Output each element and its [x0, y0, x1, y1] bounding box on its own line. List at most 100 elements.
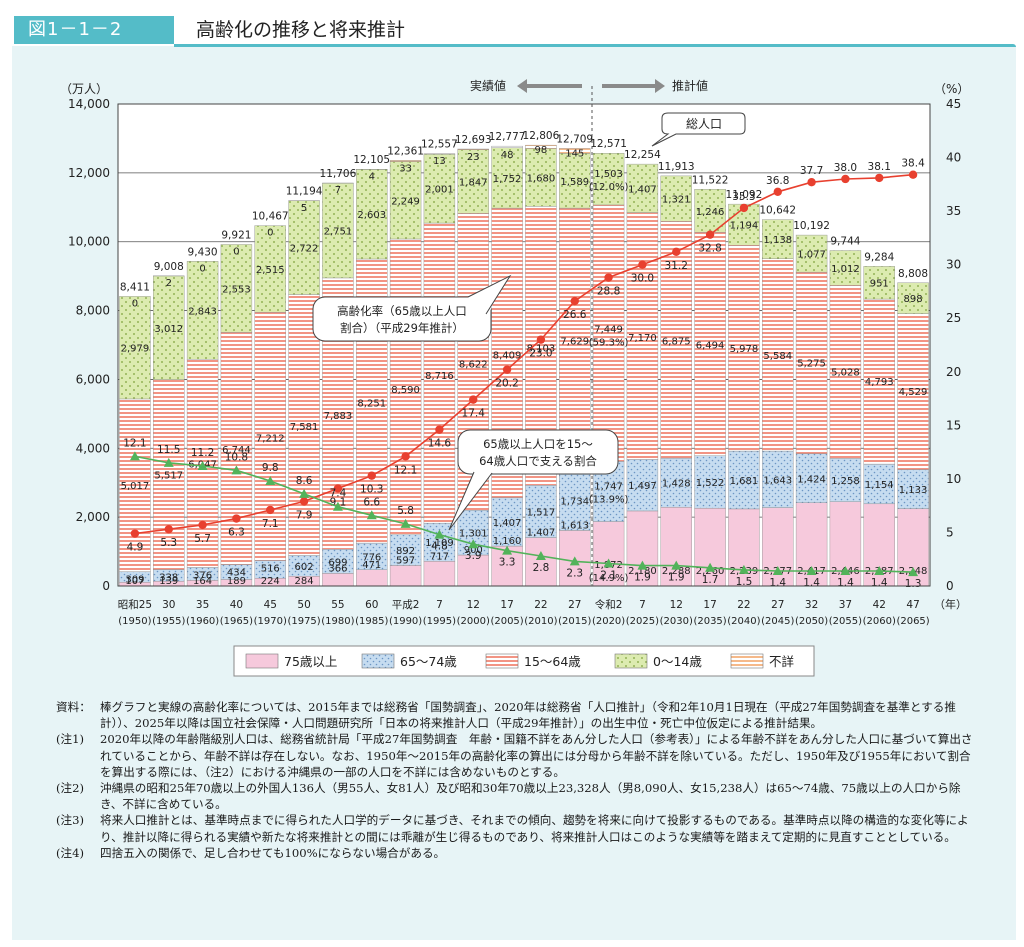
x-tick-year: (2040): [727, 616, 760, 627]
segment-value-label: 2,722: [290, 244, 319, 255]
support-ratio-callout: 65歳以上人口を15～ 64歳人口で支える割合: [448, 429, 619, 531]
segment-value-label: 8,103: [527, 343, 556, 354]
x-tick-year: (2050): [795, 616, 828, 627]
segment-value-label: 717: [430, 551, 449, 562]
segment-value-label: (12.0%): [589, 182, 629, 193]
bar-segment: [592, 152, 625, 206]
x-tick-year: (1965): [220, 616, 253, 627]
bar-segment: [491, 147, 523, 209]
segment-value-label: 189: [227, 576, 246, 587]
support-ratio-point: [231, 465, 242, 475]
total-label: 9,430: [188, 246, 218, 258]
x-tick-year: (1990): [389, 616, 422, 627]
segment-value-label: 7,581: [290, 422, 319, 433]
aging-rate-point: [841, 174, 850, 184]
aging-rate-point: [130, 529, 140, 538]
segment-value-label: 2,001: [425, 185, 454, 196]
right-tick-label: 40: [946, 151, 961, 165]
unknown-value-label: 48: [501, 150, 514, 161]
x-tick-era: 22: [737, 599, 750, 611]
segment-value-label: 2,249: [391, 196, 420, 207]
aging-rate-point: [164, 525, 173, 534]
bar-segment: [389, 565, 422, 587]
aging-rate-point: [875, 173, 884, 183]
segment-value-label: 1,321: [662, 195, 691, 206]
x-tick-era: 50: [297, 599, 310, 611]
segment-value-label: 7,212: [256, 433, 285, 444]
support-ratio-value-label: 1.4: [871, 577, 888, 589]
legend-swatch: [730, 653, 764, 669]
title-rule: [174, 44, 1016, 47]
bar-segment: [762, 258, 794, 452]
unknown-value-label: 98: [535, 145, 548, 156]
bar-segment: [153, 379, 185, 570]
aging-rate-value-label: 7.1: [262, 518, 279, 530]
bar-segment: [423, 222, 456, 524]
aging-rate-label-line1: 高齢化率（65歳以上人口: [337, 304, 467, 318]
x-tick-era: 7: [639, 599, 646, 611]
left-tick-label: 14,000: [68, 97, 110, 111]
bar-segment: [356, 542, 388, 570]
bar-segment: [389, 534, 422, 566]
segment-value-label: 8,409: [493, 351, 522, 362]
segment-value-label: 8,251: [357, 399, 386, 410]
segment-value-label: 1,734: [560, 497, 589, 508]
support-ratio-value-label: 7.4: [330, 488, 347, 500]
aging-rate-point: [401, 452, 410, 461]
aging-rate-point: [773, 187, 782, 197]
total-population-callout: 総人口: [651, 112, 746, 147]
bar-segment: [288, 294, 320, 556]
segment-value-label: 376: [193, 570, 212, 581]
aging-rate-value-label: 35.3: [732, 191, 755, 203]
bar-segment: [795, 271, 828, 454]
support-ratio-point: [908, 567, 919, 577]
bar-segment: [559, 207, 591, 471]
support-ratio-point: [772, 566, 783, 576]
support-ratio-value-label: 2.3: [566, 567, 583, 579]
aging-rate-value-label: 37.7: [800, 165, 823, 177]
x-tick-era: 40: [230, 599, 243, 611]
x-tick-year: (1995): [423, 616, 456, 627]
x-tick-era: 12: [467, 599, 480, 611]
right-tick-label: 0: [946, 579, 954, 593]
support-ratio-value-label: 1.3: [905, 578, 922, 590]
bar-segment: [457, 149, 489, 214]
segment-value-label: 7,883: [324, 411, 353, 422]
segment-value-label: 139: [159, 576, 178, 587]
total-label: 10,467: [252, 211, 289, 223]
right-axis-unit: （%）: [934, 82, 969, 96]
note-text: 2020年以降の年齢階級別人口は、総務省統計局「平成27年国勢調査 年齢・国籍不…: [100, 732, 973, 779]
legend-label: 不詳: [769, 654, 794, 669]
segment-value-label: 1,680: [527, 173, 556, 184]
aging-rate-point: [367, 471, 376, 480]
x-tick-year: (2020): [592, 616, 625, 627]
support-ratio-value-label: 2.8: [533, 562, 550, 574]
aging-rate-point: [536, 335, 546, 344]
aging-rate-point: [672, 247, 681, 257]
aging-rate-point: [266, 505, 275, 515]
x-tick-era: 平成2: [392, 599, 420, 611]
bar-segment: [626, 212, 659, 460]
bar-segment: [525, 148, 557, 207]
total-label: 11,194: [286, 186, 323, 198]
bar-segment: [491, 145, 523, 148]
plot-area: [118, 104, 930, 586]
support-ratio-value-label: 3.9: [465, 550, 482, 562]
bar-segment: [728, 450, 760, 510]
support-ratio-point: [129, 451, 140, 461]
segment-value-label: 516: [261, 564, 280, 575]
support-ratio-point: [468, 539, 479, 549]
x-tick-era: 35: [196, 599, 209, 611]
segment-value-label: 597: [396, 555, 415, 566]
segment-value-label: 164: [193, 576, 212, 587]
support-ratio-point: [738, 564, 749, 574]
support-ratio-point: [366, 510, 377, 520]
legend-label: 15～64歳: [524, 654, 581, 669]
aging-rate-value-label: 10.3: [360, 484, 383, 496]
segment-value-label: 7,629: [560, 337, 589, 348]
bar-segment: [356, 569, 388, 587]
bar-segment: [525, 144, 557, 149]
segment-value-label: 1,133: [899, 485, 928, 496]
segment-value-label: 6,875: [662, 336, 691, 347]
